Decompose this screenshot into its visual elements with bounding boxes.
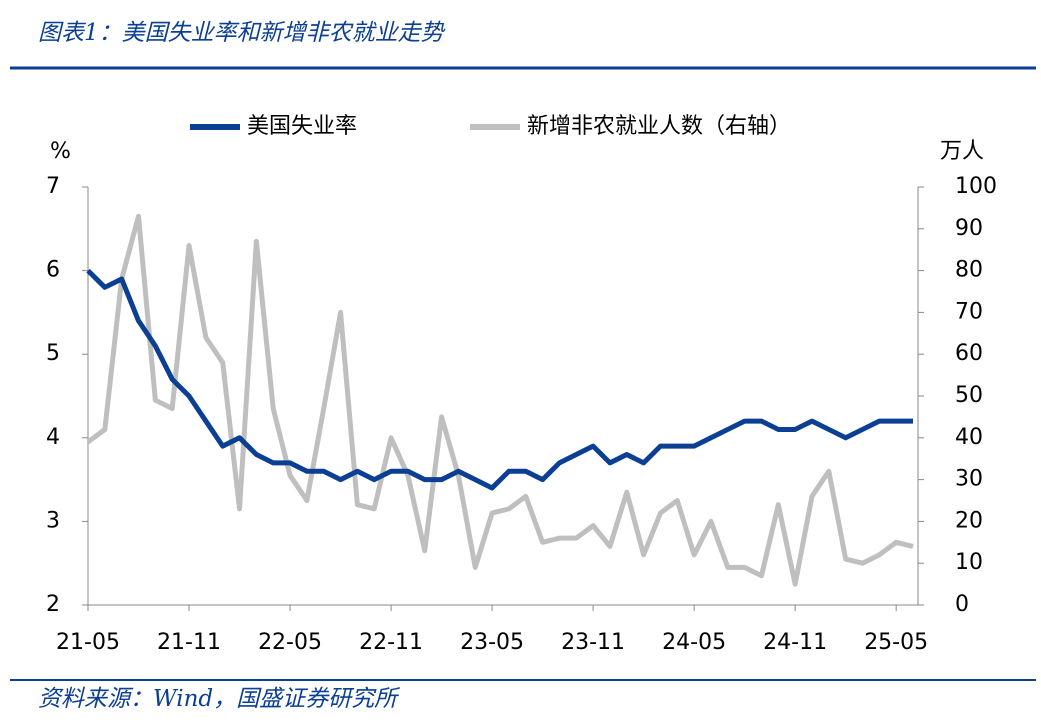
y-tick-label: 3 [46,508,60,533]
x-tick-label: 24-05 [662,630,726,655]
y2-tick-label: 50 [955,383,983,408]
series-line [86,268,913,491]
y2-tick-label: 90 [955,216,983,241]
x-tick-label: 21-11 [157,630,221,655]
x-tick-label: 23-05 [460,630,524,655]
x-tick-label: 22-11 [359,630,423,655]
legend-label: 新增非农就业人数（右轴） [527,114,791,139]
y2-tick-label: 100 [955,174,997,199]
source: 资料来源：Wind，国盛证券研究所 [38,686,400,712]
y2-tick-label: 30 [955,467,983,492]
y2-tick-label: 70 [955,299,983,324]
legend-label: 美国失业率 [247,114,357,139]
y2-tick-label: 80 [955,258,983,283]
x-tick-label: 23-11 [561,630,625,655]
chart-title: 图表1：美国失业率和新增非农就业走势 [38,20,446,46]
x-tick-label: 24-11 [763,630,827,655]
y-tick-label: 2 [46,592,60,617]
y2-unit: 万人 [940,139,984,164]
x-tick-label: 22-05 [258,630,322,655]
y-tick-label: 4 [46,425,60,450]
y-tick-label: 6 [46,258,60,283]
y2-tick-label: 40 [955,425,983,450]
series-line [86,213,914,587]
y-tick-label: 5 [46,341,60,366]
y2-tick-label: 20 [955,508,983,533]
y2-tick-label: 0 [955,592,969,617]
y-tick-label: 7 [46,174,60,199]
y-unit: % [50,139,71,164]
y2-tick-label: 10 [955,550,983,575]
y2-tick-label: 60 [955,341,983,366]
x-tick-label: 21-05 [56,630,120,655]
x-tick-label: 25-05 [864,630,928,655]
